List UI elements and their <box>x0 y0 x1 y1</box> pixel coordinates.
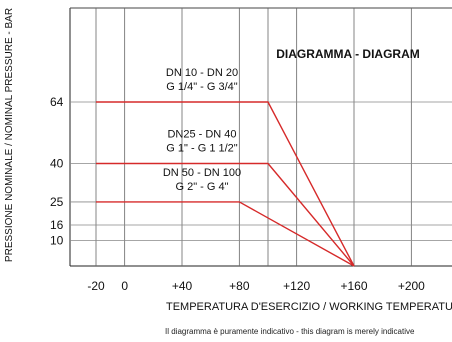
x-tick-label: 0 <box>121 279 128 293</box>
series-label-thread: G 1/4" - G 3/4" <box>166 81 237 93</box>
x-tick-label: +120 <box>283 279 310 293</box>
series-line <box>96 101 355 267</box>
x-tick-label: +40 <box>172 279 193 293</box>
x-axis-label: TEMPERATURA D'ESERCIZIO / WORKING TEMPER… <box>166 301 452 313</box>
x-tick-label: -20 <box>87 279 105 293</box>
y-tick-label: 10 <box>50 233 64 247</box>
series-labels: DN 10 - DN 20 G 1/4" - G 3/4" DN25 - DN 40… <box>163 67 241 193</box>
series-line <box>96 201 355 267</box>
series-label-thread: G 1" - G 1 1/2" <box>166 143 237 155</box>
x-tick-label: +160 <box>340 279 367 293</box>
y-tick-label: 40 <box>50 157 64 171</box>
series-line <box>96 162 355 267</box>
series-label-dn: DN 10 - DN 20 <box>166 67 238 79</box>
series-label-thread: G 2" - G 4" <box>175 181 228 193</box>
x-tick-label: +80 <box>229 279 250 293</box>
series-label-dn: DN 50 - DN 100 <box>163 167 241 179</box>
x-tick-labels: -20 0 +40 +80 +120 +160 +200 <box>87 279 425 293</box>
y-tick-label: 25 <box>50 195 64 209</box>
chart-title: DIAGRAMMA - DIAGRAM <box>276 47 420 61</box>
x-tick-label: +200 <box>398 279 425 293</box>
series-label-dn: DN25 - DN 40 <box>167 129 236 141</box>
y-tick-label: 16 <box>50 218 64 232</box>
y-tick-label: 64 <box>50 95 64 109</box>
y-axis-label: PRESSIONE NOMINALE / NOMINAL PRESSURE - … <box>4 8 15 262</box>
disclaimer-note: Il diagramma è puramente indicativo - th… <box>165 327 415 336</box>
series-lines <box>96 101 355 267</box>
